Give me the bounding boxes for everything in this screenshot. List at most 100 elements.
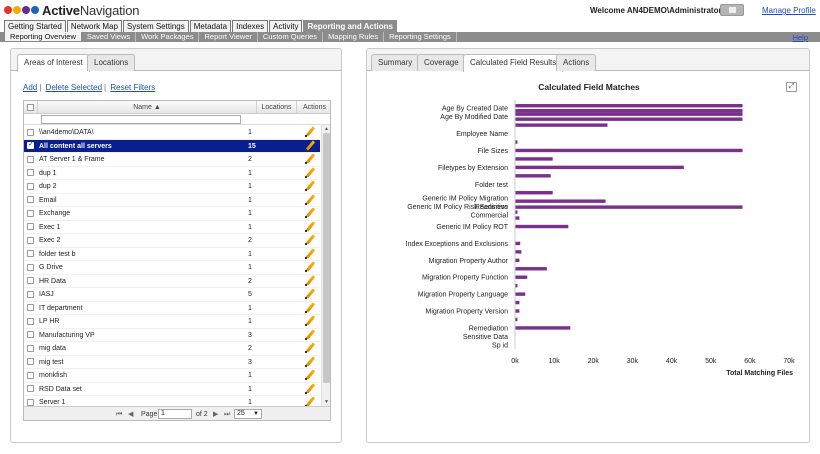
table-row[interactable]: Manufacturing VP 3: [24, 329, 320, 342]
topnav-tab-system-settings[interactable]: System Settings: [122, 20, 189, 32]
row-checkbox[interactable]: [27, 209, 34, 217]
edit-pencil-icon[interactable]: [305, 141, 315, 151]
bar[interactable]: [515, 300, 520, 305]
table-row[interactable]: AT Server 1 & Frame 2: [24, 153, 320, 167]
bar[interactable]: [515, 292, 526, 296]
tab-areas-of-interest[interactable]: Areas of Interest: [17, 54, 90, 72]
table-row[interactable]: IT department 1: [24, 302, 320, 315]
row-checkbox[interactable]: [27, 371, 34, 379]
help-link[interactable]: Help: [792, 33, 808, 42]
table-row[interactable]: RSD Data set 1: [24, 383, 320, 396]
edit-pencil-icon[interactable]: [305, 127, 315, 137]
next-page-icon[interactable]: ▶: [213, 411, 219, 418]
tab-locations[interactable]: Locations: [87, 54, 136, 71]
expand-icon[interactable]: ⤢: [786, 82, 797, 92]
bar[interactable]: [515, 309, 520, 313]
bar[interactable]: [515, 258, 520, 263]
bar[interactable]: [515, 109, 743, 113]
page-size-select[interactable]: 25 ▼: [234, 409, 262, 419]
row-checkbox[interactable]: [27, 182, 34, 190]
row-checkbox[interactable]: [27, 317, 34, 325]
row-checkbox[interactable]: [27, 344, 34, 352]
table-row[interactable]: LP HR 1: [24, 315, 320, 329]
bar[interactable]: [515, 250, 522, 254]
add-link[interactable]: Add: [23, 83, 38, 92]
bar[interactable]: [515, 199, 606, 203]
row-checkbox[interactable]: [27, 398, 34, 406]
locations-column-header[interactable]: Locations: [257, 101, 297, 114]
edit-pencil-icon[interactable]: [305, 276, 315, 286]
bar[interactable]: [515, 205, 743, 209]
name-column-header[interactable]: Name ▲: [38, 101, 257, 114]
bar[interactable]: [515, 104, 743, 108]
row-checkbox[interactable]: [27, 277, 34, 284]
edit-pencil-icon[interactable]: [305, 289, 315, 299]
select-all-column[interactable]: [24, 101, 38, 114]
table-row[interactable]: dup 1 1: [24, 167, 320, 180]
bar[interactable]: [515, 224, 569, 229]
edit-pencil-icon[interactable]: [305, 330, 315, 340]
topnav-tab-getting-started[interactable]: Getting Started: [4, 20, 66, 32]
edit-pencil-icon[interactable]: [305, 181, 315, 191]
bar[interactable]: [515, 165, 684, 170]
manage-profile-link[interactable]: Manage Profile: [762, 6, 816, 15]
edit-pencil-icon[interactable]: [305, 195, 315, 205]
edit-pencil-icon[interactable]: [305, 384, 315, 394]
row-checkbox[interactable]: [27, 155, 34, 163]
last-page-icon[interactable]: ⏭: [224, 411, 231, 418]
edit-pencil-icon[interactable]: [305, 303, 315, 313]
prev-page-icon[interactable]: ◀: [128, 411, 134, 418]
row-checkbox[interactable]: [27, 290, 34, 298]
row-checkbox[interactable]: [27, 358, 34, 365]
scroll-up-icon[interactable]: ▲: [324, 126, 329, 132]
bar[interactable]: [515, 326, 571, 330]
subnav-item-custom-queries[interactable]: Custom Queries: [258, 32, 324, 42]
subnav-item-reporting-overview[interactable]: Reporting Overview: [4, 32, 82, 42]
edit-pencil-icon[interactable]: [305, 343, 315, 353]
page-number-input[interactable]: 1: [158, 409, 192, 419]
table-row[interactable]: IASJ 5: [24, 288, 320, 302]
row-checkbox[interactable]: [27, 223, 34, 230]
tab-calculated-field-results[interactable]: Calculated Field Results: [463, 54, 564, 72]
topnav-tab-reporting-and-actions[interactable]: Reporting and Actions: [303, 20, 397, 32]
bar[interactable]: [515, 283, 518, 288]
row-checkbox[interactable]: [27, 140, 34, 149]
table-row[interactable]: dup 2 1: [24, 180, 320, 194]
first-page-icon[interactable]: ⏮: [116, 411, 123, 418]
row-checkbox[interactable]: [27, 128, 34, 136]
bar[interactable]: [515, 148, 743, 153]
table-row[interactable]: Exec 2 2: [24, 234, 320, 248]
table-row[interactable]: HR Data 2: [24, 275, 320, 288]
bar[interactable]: [515, 112, 743, 116]
edit-pencil-icon[interactable]: [305, 316, 315, 326]
table-row[interactable]: folder test b 1: [24, 248, 320, 261]
table-row[interactable]: \\an4demo\DATA\ 1: [24, 126, 320, 140]
table-row[interactable]: monkfish 1: [24, 369, 320, 383]
bar[interactable]: [515, 216, 520, 220]
row-checkbox[interactable]: [27, 236, 34, 244]
subnav-item-reporting-settings[interactable]: Reporting Settings: [384, 32, 457, 42]
select-all-checkbox[interactable]: [27, 104, 34, 111]
bar[interactable]: [515, 317, 518, 322]
subnav-item-saved-views[interactable]: Saved Views: [82, 32, 137, 42]
topnav-tab-network-map[interactable]: Network Map: [66, 20, 122, 32]
grid-scrollbar[interactable]: ▲ ▼: [321, 125, 330, 406]
bar[interactable]: [515, 241, 521, 246]
table-row[interactable]: Email 1: [24, 194, 320, 207]
profile-button[interactable]: [720, 4, 744, 16]
bar[interactable]: [515, 123, 608, 127]
subnav-item-report-viewer[interactable]: Report Viewer: [199, 32, 258, 42]
delete-selected-link[interactable]: Delete Selected: [45, 83, 103, 92]
row-checkbox[interactable]: [27, 250, 34, 257]
row-checkbox[interactable]: [27, 196, 34, 203]
edit-pencil-icon[interactable]: [305, 262, 315, 272]
bar[interactable]: [515, 174, 551, 178]
edit-pencil-icon[interactable]: [305, 249, 315, 259]
edit-pencil-icon[interactable]: [305, 168, 315, 178]
edit-pencil-icon[interactable]: [305, 235, 315, 245]
row-checkbox[interactable]: [27, 304, 34, 311]
scroll-down-icon[interactable]: ▼: [324, 399, 329, 405]
edit-pencil-icon[interactable]: [305, 357, 315, 367]
bar[interactable]: [515, 210, 518, 214]
bar[interactable]: [515, 267, 547, 271]
